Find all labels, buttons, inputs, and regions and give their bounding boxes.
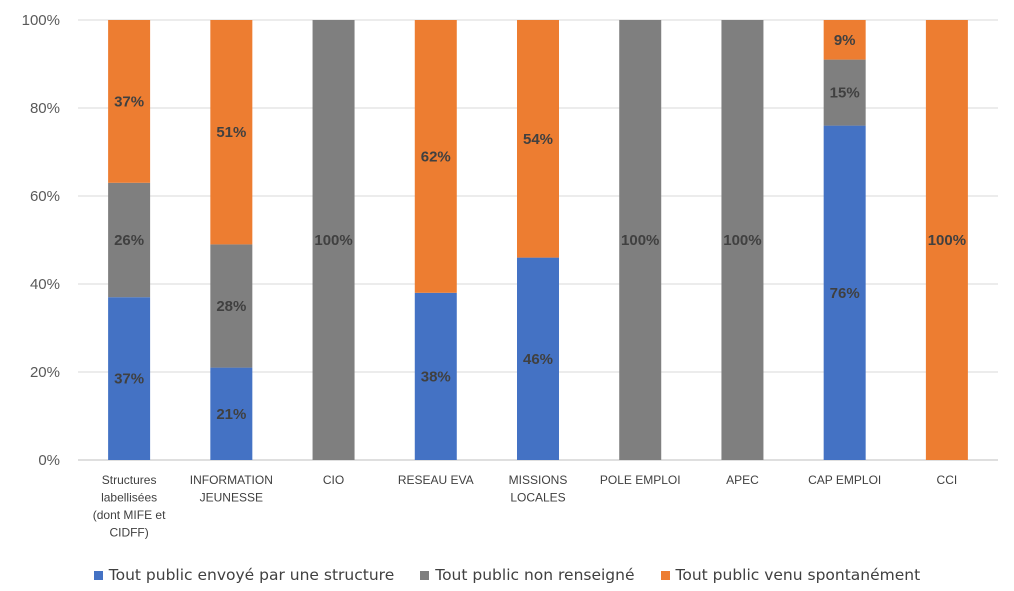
legend-swatch (660, 570, 670, 580)
bar-segment (823, 20, 866, 60)
data-label: 46% (523, 351, 553, 368)
data-label: 76% (830, 285, 860, 302)
bar-segment (108, 20, 151, 183)
y-tick-label: 40% (30, 276, 60, 293)
x-category-line: Structures (102, 473, 157, 487)
y-tick-label: 0% (38, 452, 60, 469)
legend-swatch (93, 570, 103, 580)
x-category-line: CIO (323, 473, 344, 487)
data-label: 28% (216, 298, 246, 315)
bar-segment (210, 244, 253, 368)
legend-label: Tout public venu spontanément (675, 566, 921, 584)
x-category-label: CAP EMPLOI (808, 473, 881, 487)
bar-segment (925, 20, 968, 460)
data-label: 9% (834, 32, 856, 49)
y-tick-label: 100% (22, 12, 60, 29)
legend-item: Tout public venu spontanément (660, 566, 921, 584)
data-label: 100% (928, 232, 966, 249)
data-label: 37% (114, 93, 144, 110)
x-category-label: CIO (323, 473, 344, 487)
y-axis: 0% 20% 40% 60% 80% 100% (22, 12, 60, 469)
bar-segment (823, 125, 866, 460)
bar-segment (312, 20, 355, 460)
x-category-label: RESEAU EVA (398, 473, 474, 487)
data-label: 54% (523, 131, 553, 148)
data-label: 100% (621, 232, 659, 249)
data-label: 21% (216, 406, 246, 423)
x-category-line: POLE EMPLOI (600, 473, 681, 487)
x-category-line: MISSIONS (509, 473, 568, 487)
x-category-line: CIDFF) (109, 526, 148, 540)
x-category-label: POLE EMPLOI (600, 473, 681, 487)
bar-segment (108, 297, 151, 460)
y-tick-label: 60% (30, 188, 60, 205)
data-label: 15% (830, 85, 860, 102)
bar-segment (517, 20, 559, 258)
legend-item: Tout public non renseigné (420, 566, 635, 584)
x-category-line: labellisées (101, 491, 157, 505)
legend-item: Tout public envoyé par une structure (93, 566, 395, 584)
x-axis: Structures labellisées (dont MIFE et CIDFF)… (93, 473, 957, 540)
data-label: 37% (114, 371, 144, 388)
bars (108, 20, 968, 460)
data-label: 38% (421, 368, 451, 385)
data-label: 100% (314, 232, 352, 249)
y-tick-label: 80% (30, 100, 60, 117)
bar-segment (210, 20, 253, 245)
x-category-line: CAP EMPLOI (808, 473, 881, 487)
bar-segment (210, 367, 253, 460)
bar-segment (823, 59, 866, 126)
data-label: 100% (723, 232, 761, 249)
x-category-label: Structures labellisées (dont MIFE et CIDFF) (93, 473, 166, 540)
data-label: 26% (114, 232, 144, 249)
bar-segment (721, 20, 764, 460)
x-category-line: APEC (726, 473, 759, 487)
bar-segment (517, 257, 559, 460)
data-label: 62% (421, 148, 451, 165)
x-category-line: RESEAU EVA (398, 473, 474, 487)
x-category-line: CCI (937, 473, 958, 487)
bar-segment (414, 20, 457, 293)
x-category-label: MISSIONS LOCALES (509, 473, 568, 505)
x-category-line: JEUNESSE (200, 491, 263, 505)
bar-segment (414, 292, 457, 460)
x-category-line: INFORMATION (190, 473, 273, 487)
y-tick-label: 20% (30, 364, 60, 381)
bar-segment (108, 182, 151, 298)
x-category-label: APEC (726, 473, 759, 487)
legend-swatch (420, 570, 430, 580)
legend-label: Tout public non renseigné (435, 566, 635, 584)
x-category-line: LOCALES (510, 491, 565, 505)
bar-segment (619, 20, 662, 460)
data-label: 51% (216, 124, 246, 141)
stacked-bar-chart: 0% 20% 40% 60% 80% 100% 37% 26% 37% 21% 28% 51% 100… (22, 12, 998, 540)
x-category-label: CCI (937, 473, 958, 487)
x-category-line: (dont MIFE et (93, 508, 166, 522)
x-category-label: INFORMATION JEUNESSE (190, 473, 273, 505)
data-labels: 37% 26% 37% 21% 28% 51% 100% 38% 62% 46% 54% 100% 10… (114, 32, 966, 423)
legend: Tout public envoyé par une structure Tout… (0, 566, 1014, 584)
legend-label: Tout public envoyé par une structure (108, 566, 395, 584)
